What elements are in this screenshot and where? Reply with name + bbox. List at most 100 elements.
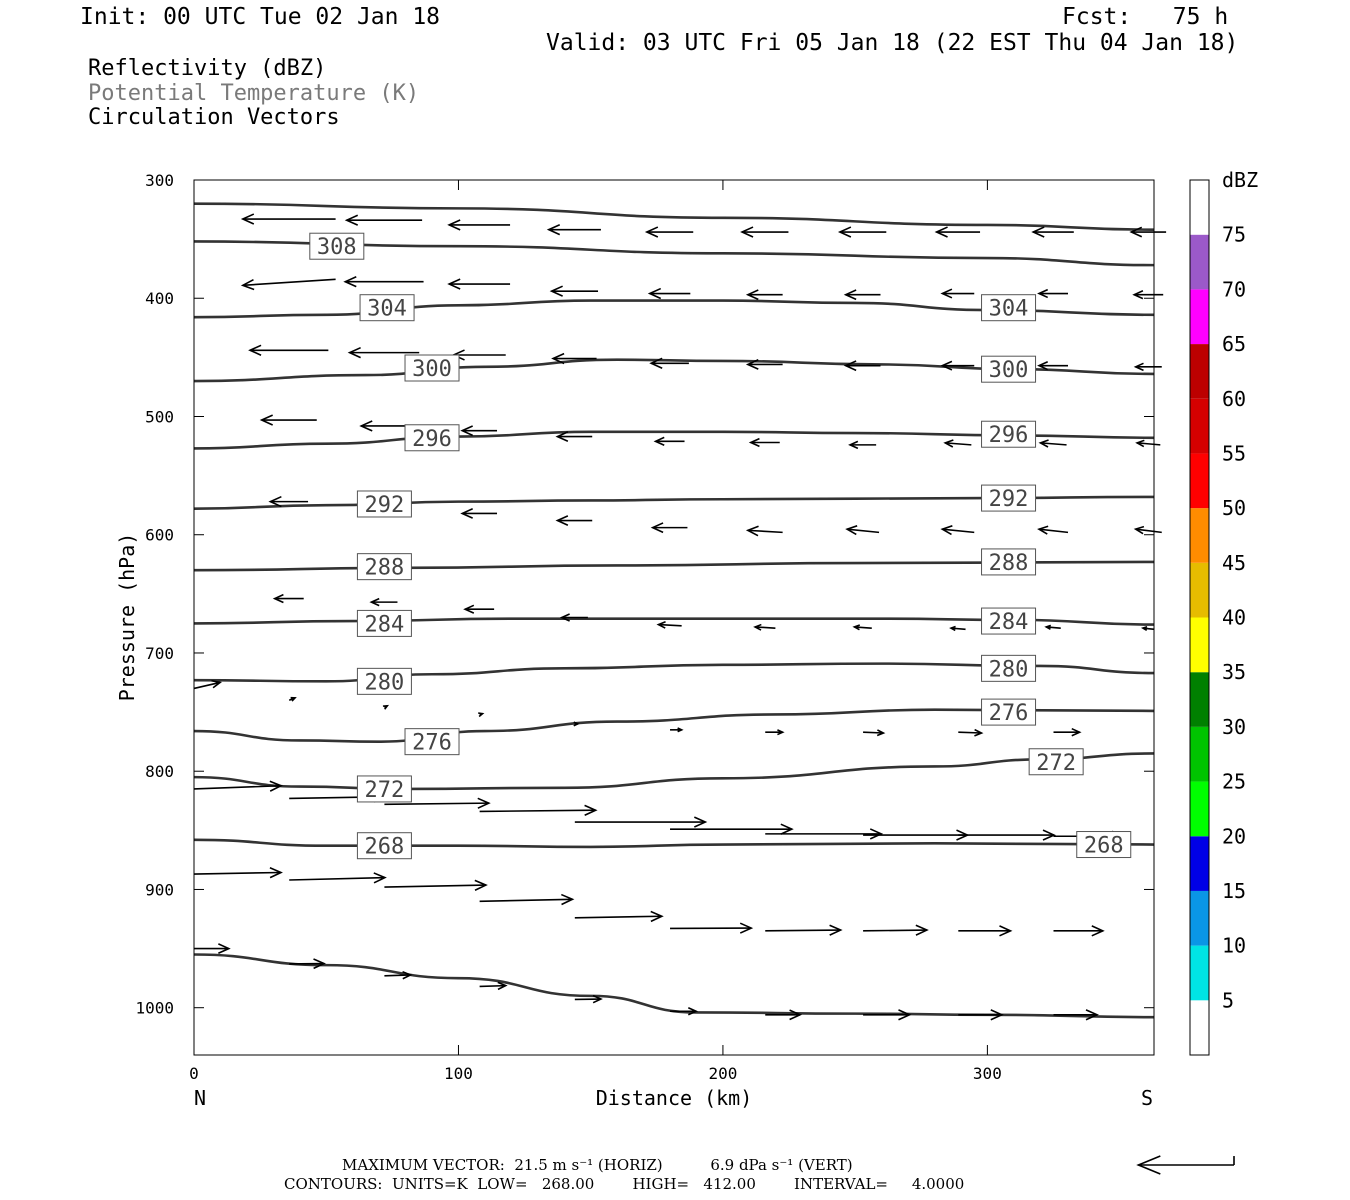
circulation-vector (650, 522, 688, 534)
vector-shaft (193, 681, 221, 690)
vector-shaft (574, 915, 662, 919)
contour-label-box (981, 420, 1037, 448)
contour-label: 296 (981, 420, 1037, 448)
forecast-hour: Fcst: 75 h (1062, 4, 1229, 30)
vector-head (290, 696, 297, 702)
colorbar-swatch (1190, 836, 1209, 891)
vector-head (561, 893, 575, 906)
vector-head (369, 597, 380, 607)
vector-head (402, 970, 413, 980)
contour-label-box (981, 654, 1037, 682)
vector-head (745, 289, 759, 301)
contour-label-box (359, 294, 415, 322)
y-tick-label: 300 (145, 171, 174, 190)
contour-label-box (356, 553, 412, 581)
circulation-vector (670, 1007, 699, 1016)
vector-head (343, 276, 357, 288)
circulation-vector (863, 829, 970, 841)
circulation-vector (384, 970, 413, 980)
circulation-vectors (193, 213, 1167, 1021)
vector-head (656, 621, 666, 629)
circulation-vector (359, 420, 408, 432)
vector-head (649, 357, 663, 369)
circulation-vector (843, 360, 881, 372)
circulation-vector (845, 525, 880, 536)
colorbar-swatch (1190, 945, 1209, 1001)
contour-label: 268 (1076, 831, 1132, 859)
contour-label-text: 304 (989, 297, 1029, 322)
circulation-vector (1037, 288, 1069, 299)
vector-head (748, 437, 760, 448)
colorbar-tick-label: 70 (1222, 277, 1246, 301)
circulation-vector (649, 357, 689, 369)
colorbar-swatch (1190, 617, 1209, 673)
vector-shaft (945, 442, 972, 446)
max-vector-footer: MAXIMUM VECTOR: 21.5 m s⁻¹ (HORIZ) 6.9 d… (342, 1156, 853, 1174)
circulation-vector (940, 288, 975, 299)
theta-contour (193, 202, 1155, 231)
vector-head (559, 613, 570, 622)
contour-label-box (981, 355, 1037, 383)
y-tick-label: 900 (145, 880, 174, 899)
contour-label-box (981, 607, 1037, 635)
vector-head (269, 867, 283, 879)
contour-label-text: 300 (989, 358, 1029, 383)
vector-head (218, 943, 231, 955)
vector-head (211, 679, 222, 689)
vector-head (1044, 624, 1052, 630)
circulation-vector (555, 515, 593, 526)
circulation-vector (289, 958, 326, 970)
vector-head (780, 823, 794, 835)
circulation-vector (546, 223, 601, 236)
colorbar-frame (1189, 179, 1210, 1056)
contour-label: 284 (981, 607, 1037, 635)
circulation-vector (240, 278, 336, 291)
circulation-vector (837, 226, 887, 238)
circulation-vector (748, 437, 780, 448)
circulation-vector (1129, 226, 1167, 238)
vector-shaft (658, 623, 682, 627)
colorbar-swatch (1190, 781, 1209, 837)
circulation-vector (1053, 1009, 1099, 1021)
y-tick-label: 600 (145, 526, 174, 545)
contour-label-text: 276 (989, 701, 1029, 726)
circulation-vector (551, 352, 597, 365)
contour-label: 272 (356, 775, 412, 803)
circulation-vector (193, 679, 222, 690)
circulation-vector (1031, 226, 1074, 238)
colorbar-swatch (1190, 234, 1209, 290)
contour-label-box (356, 775, 412, 803)
vector-head (789, 1009, 802, 1021)
plot-frame (193, 179, 1155, 1056)
contour-label-text: 308 (317, 235, 357, 260)
x-axis-label: Distance (km) (596, 1086, 753, 1110)
vector-shaft (755, 626, 776, 629)
circulation-vector (1053, 925, 1105, 937)
circulation-vector (863, 729, 886, 737)
colorbar-swatch (1190, 289, 1209, 345)
circulation-vector (863, 924, 929, 936)
vector-head (549, 285, 563, 297)
vector-shaft (847, 528, 880, 534)
circulation-vector (288, 696, 297, 702)
circulation-vector (344, 214, 423, 226)
circulation-vector (574, 910, 664, 923)
vector-head (949, 625, 956, 632)
circulation-vector (343, 276, 424, 288)
vector-head (1132, 290, 1144, 300)
theta-contour (193, 752, 1155, 791)
circulation-vector (384, 797, 491, 809)
vector-head (845, 525, 858, 536)
circulation-vector (753, 623, 776, 631)
vector-shaft (765, 929, 841, 932)
contour-label-text: 296 (989, 423, 1029, 448)
vector-shaft (1040, 442, 1067, 446)
circulation-vector (460, 425, 498, 437)
circulation-vector (1053, 727, 1082, 737)
contour-labels: 308 304 304 300 300 296 296 292 292 288 288 284 284 2… (309, 232, 1132, 860)
vector-shaft (1137, 442, 1161, 446)
contour-label: 292 (356, 490, 412, 518)
contour-label-text: 288 (989, 551, 1029, 576)
vector-head (940, 360, 953, 371)
theta-contour (193, 838, 1155, 849)
